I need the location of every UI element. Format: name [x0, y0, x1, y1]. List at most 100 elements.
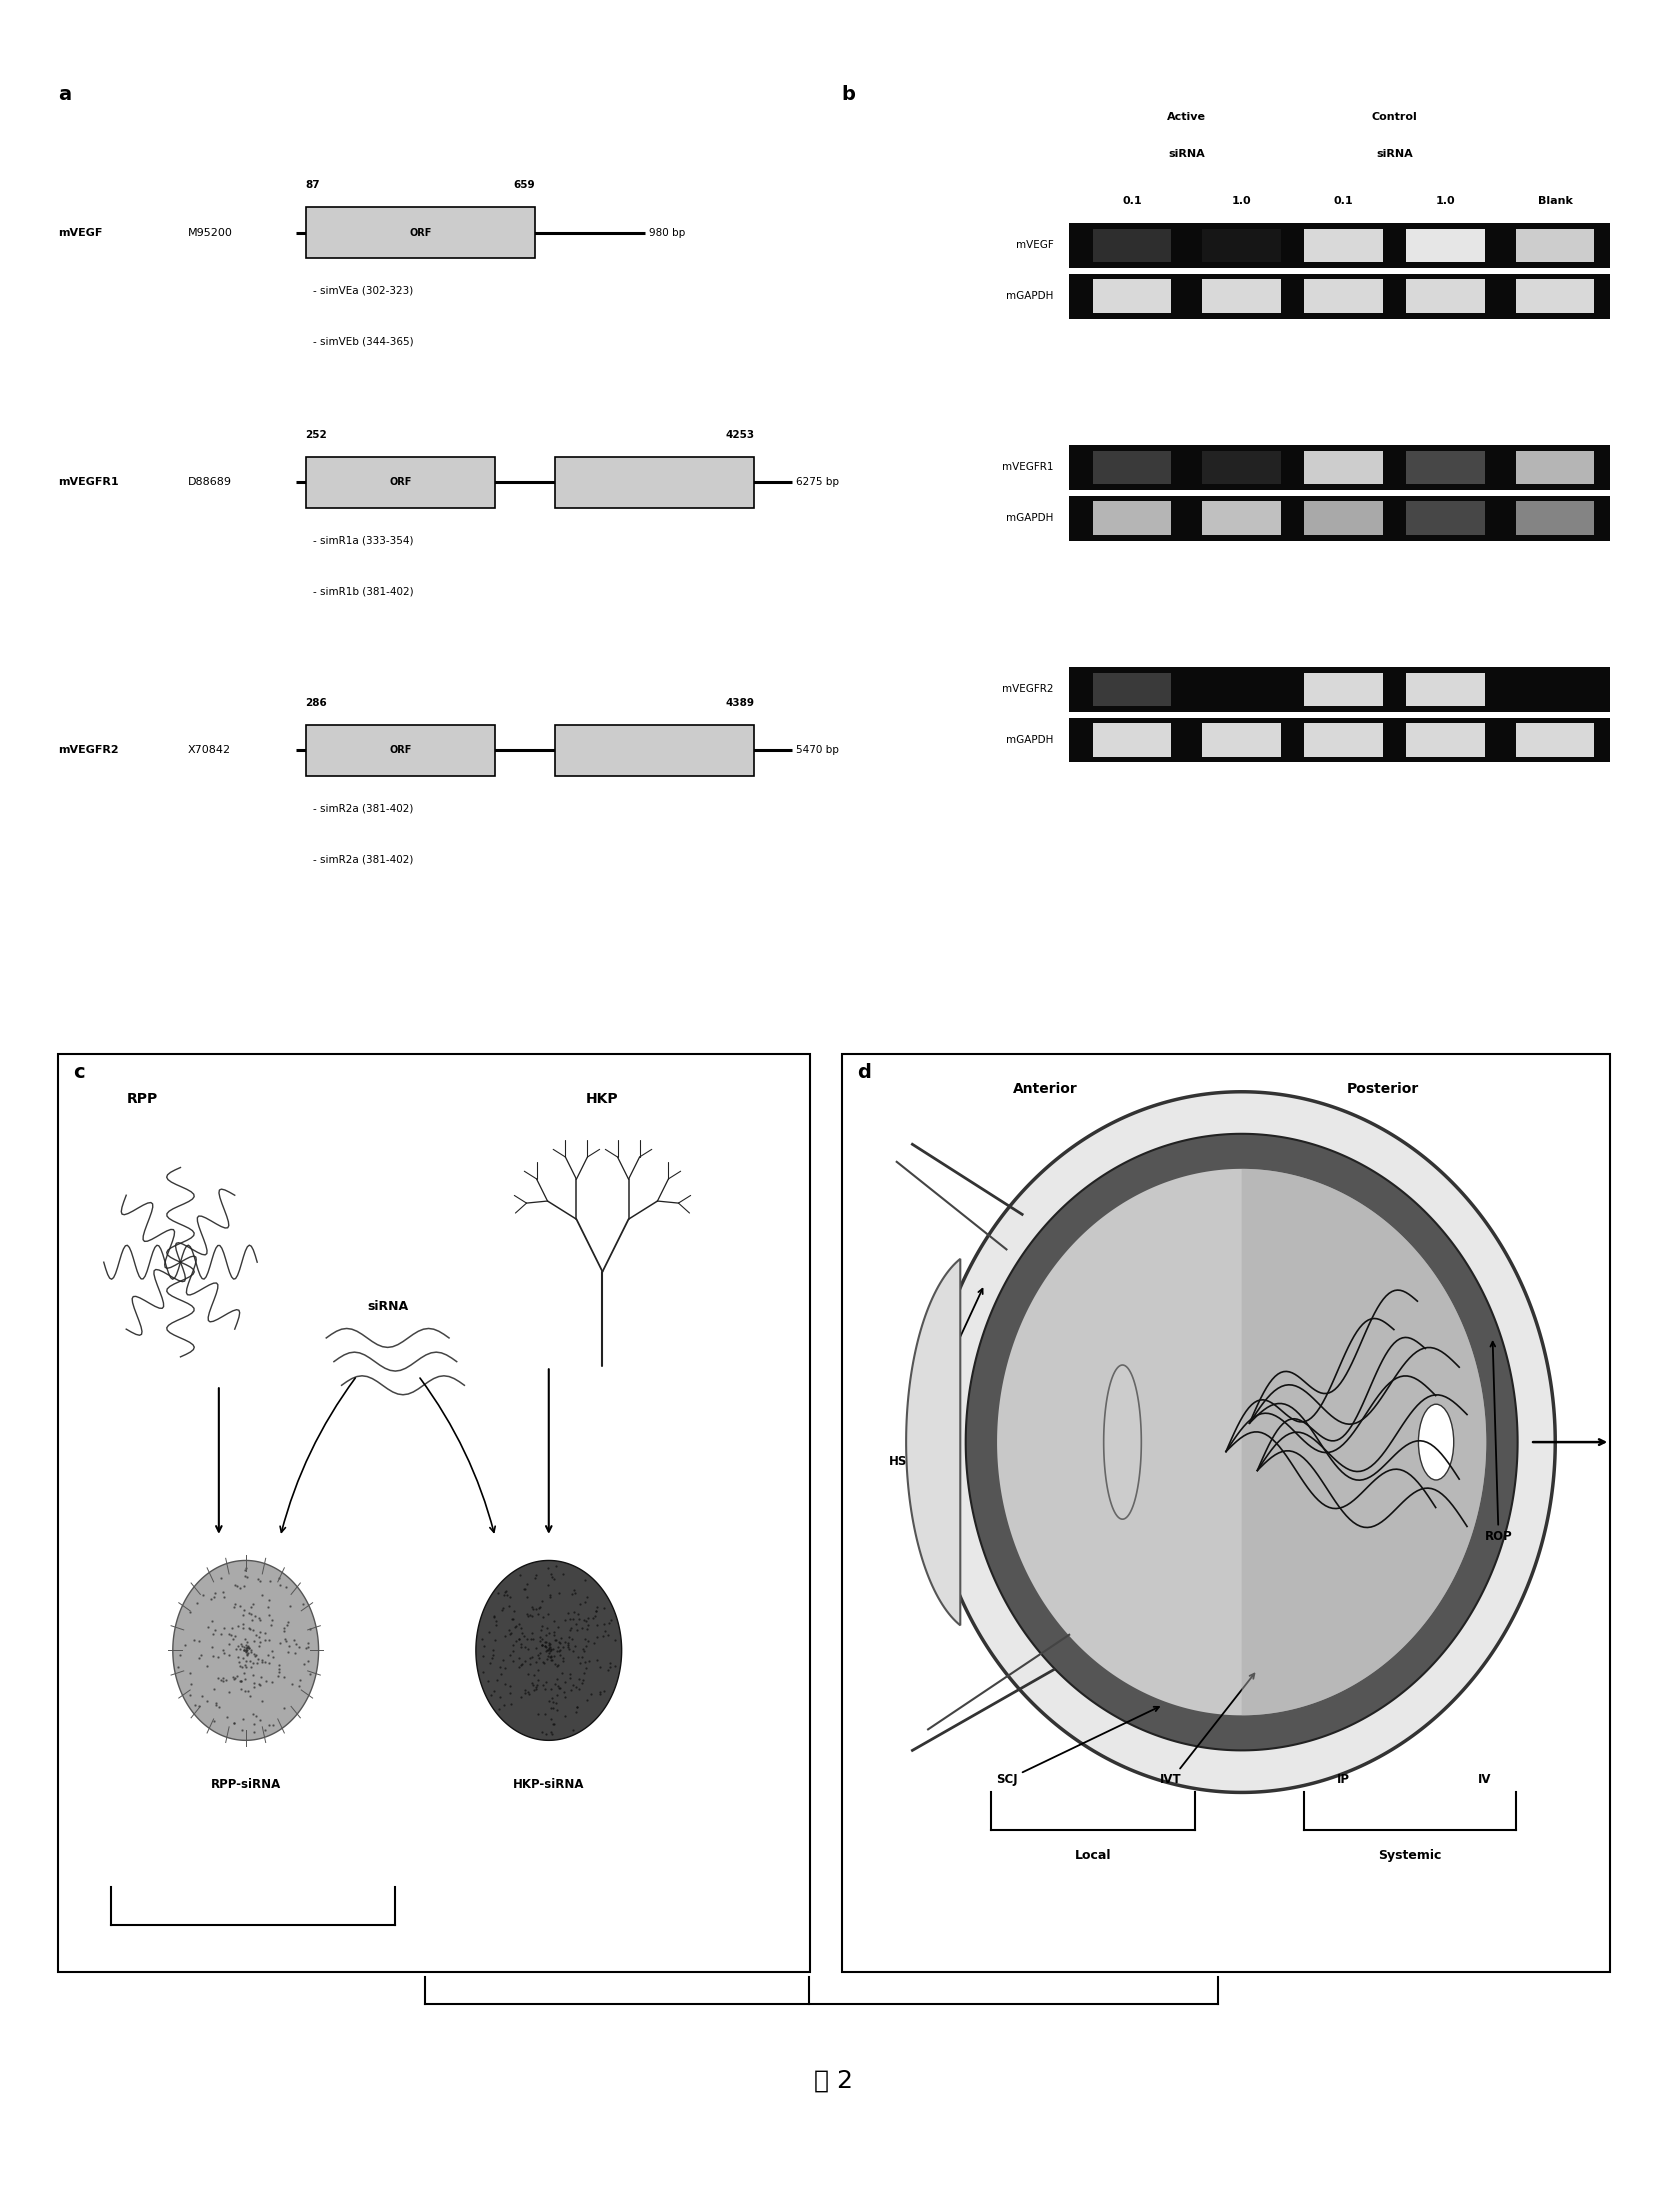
- Text: 0.1: 0.1: [1334, 196, 1353, 205]
- Bar: [1304, 724, 1383, 757]
- Bar: [1516, 451, 1595, 484]
- Text: - simR1a (333-354): - simR1a (333-354): [314, 535, 414, 546]
- Text: mGAPDH: mGAPDH: [1006, 735, 1054, 744]
- Bar: [1093, 229, 1171, 262]
- Text: RPP: RPP: [127, 1092, 158, 1105]
- Bar: [555, 724, 754, 775]
- Bar: [1304, 280, 1383, 313]
- Bar: [1203, 502, 1281, 535]
- Text: Anterior: Anterior: [1012, 1083, 1078, 1097]
- Bar: [305, 724, 495, 775]
- Bar: [1069, 275, 1610, 319]
- Bar: [1516, 229, 1595, 262]
- Text: mVEGF: mVEGF: [1016, 240, 1054, 251]
- Polygon shape: [1241, 1169, 1486, 1715]
- Text: IVT: IVT: [1161, 1674, 1254, 1786]
- Bar: [1069, 222, 1610, 269]
- Bar: [1304, 502, 1383, 535]
- Text: ORF: ORF: [389, 478, 412, 487]
- Text: X70842: X70842: [188, 746, 232, 755]
- Text: mVEGFR1: mVEGFR1: [1002, 462, 1054, 473]
- Text: D88689: D88689: [188, 478, 232, 487]
- Bar: [1069, 718, 1610, 762]
- Text: 4253: 4253: [726, 429, 754, 440]
- Text: mVEGFR2: mVEGFR2: [1002, 685, 1054, 694]
- Bar: [1093, 280, 1171, 313]
- Text: Posterior: Posterior: [1346, 1083, 1419, 1097]
- Text: mGAPDH: mGAPDH: [1006, 513, 1054, 524]
- Ellipse shape: [1418, 1405, 1454, 1480]
- Bar: [1093, 724, 1171, 757]
- Text: 0.1: 0.1: [1123, 196, 1141, 205]
- Text: siRNA: siRNA: [1168, 150, 1206, 159]
- Text: 286: 286: [305, 698, 327, 709]
- Bar: [1406, 451, 1485, 484]
- Bar: [1406, 229, 1485, 262]
- Bar: [1203, 724, 1281, 757]
- Bar: [1069, 667, 1610, 711]
- Polygon shape: [997, 1169, 1486, 1715]
- Text: - simR2a (381-402): - simR2a (381-402): [314, 854, 414, 865]
- Bar: [1406, 502, 1485, 535]
- Bar: [1093, 672, 1171, 707]
- Bar: [1093, 502, 1171, 535]
- Bar: [1203, 280, 1281, 313]
- Polygon shape: [173, 1561, 319, 1740]
- Text: - simVEb (344-365): - simVEb (344-365): [314, 337, 414, 346]
- Text: 图 2: 图 2: [814, 2070, 854, 2092]
- Text: Blank: Blank: [1538, 196, 1573, 205]
- Bar: [1069, 495, 1610, 539]
- Bar: [1304, 672, 1383, 707]
- Text: 87: 87: [305, 181, 320, 189]
- Text: ROP: ROP: [1485, 1341, 1513, 1544]
- Text: M95200: M95200: [188, 227, 234, 238]
- Bar: [1093, 451, 1171, 484]
- Bar: [1203, 451, 1281, 484]
- Polygon shape: [475, 1561, 622, 1740]
- Text: IV: IV: [1478, 1773, 1491, 1786]
- Text: 1.0: 1.0: [1233, 196, 1251, 205]
- Bar: [1516, 502, 1595, 535]
- Text: 1.0: 1.0: [1436, 196, 1454, 205]
- Text: a: a: [58, 84, 70, 103]
- Bar: [1516, 280, 1595, 313]
- Text: HKP: HKP: [585, 1092, 619, 1105]
- Text: Systemic: Systemic: [1378, 1850, 1441, 1863]
- Text: c: c: [73, 1064, 85, 1083]
- Text: - simR2a (381-402): - simR2a (381-402): [314, 804, 414, 813]
- Text: 5470 bp: 5470 bp: [796, 746, 839, 755]
- Bar: [1304, 451, 1383, 484]
- Text: ORF: ORF: [409, 227, 432, 238]
- Text: ORF: ORF: [389, 746, 412, 755]
- Bar: [1304, 229, 1383, 262]
- Text: 4389: 4389: [726, 698, 754, 709]
- Text: Local: Local: [1074, 1850, 1111, 1863]
- Text: 659: 659: [514, 181, 535, 189]
- Text: siRNA: siRNA: [1376, 150, 1413, 159]
- Bar: [1203, 229, 1281, 262]
- Bar: [305, 207, 535, 258]
- Polygon shape: [1104, 1365, 1141, 1519]
- Bar: [1406, 724, 1485, 757]
- Text: mGAPDH: mGAPDH: [1006, 291, 1054, 302]
- Text: Control: Control: [1371, 112, 1418, 123]
- Text: 252: 252: [305, 429, 327, 440]
- Polygon shape: [906, 1260, 961, 1625]
- Bar: [555, 456, 754, 509]
- Bar: [305, 456, 495, 509]
- Text: Active: Active: [1168, 112, 1206, 123]
- Text: IP: IP: [1338, 1773, 1349, 1786]
- Text: HSK: HSK: [889, 1288, 982, 1467]
- Text: - simVEa (302-323): - simVEa (302-323): [314, 286, 414, 295]
- Text: SCJ: SCJ: [996, 1707, 1159, 1786]
- Text: mVEGF: mVEGF: [58, 227, 102, 238]
- Text: 980 bp: 980 bp: [649, 227, 686, 238]
- Bar: [1406, 280, 1485, 313]
- Bar: [1069, 445, 1610, 489]
- Polygon shape: [927, 1092, 1555, 1792]
- Bar: [1516, 724, 1595, 757]
- Bar: [1406, 672, 1485, 707]
- Text: mVEGFR1: mVEGFR1: [58, 478, 118, 487]
- Text: 6275 bp: 6275 bp: [796, 478, 839, 487]
- Text: mVEGFR2: mVEGFR2: [58, 746, 118, 755]
